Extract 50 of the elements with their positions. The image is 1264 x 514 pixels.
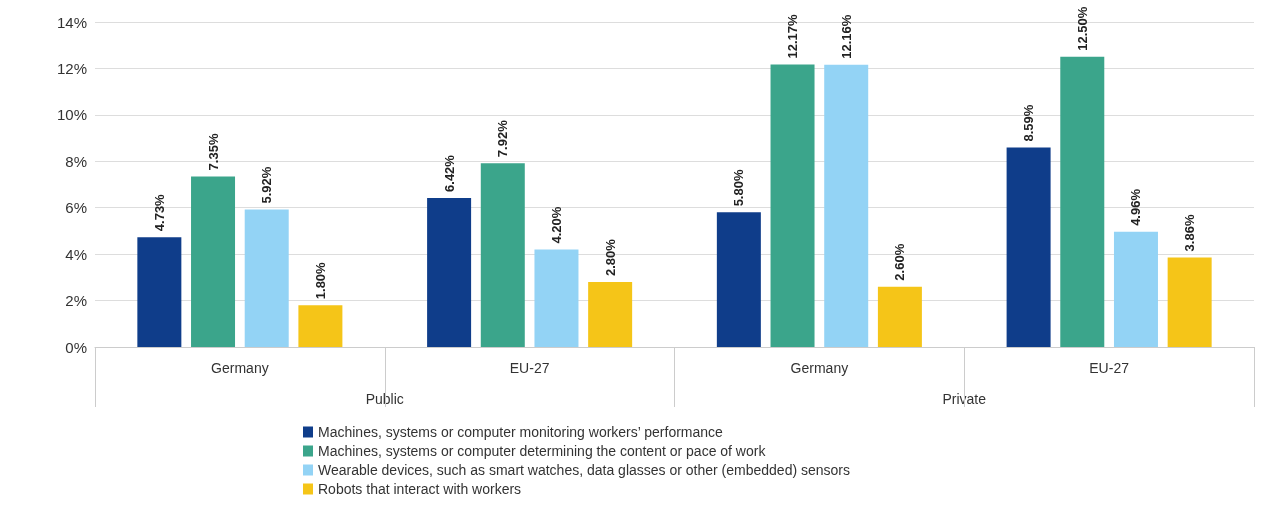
bar: [716, 212, 761, 347]
data-label: 4.73%: [151, 193, 167, 232]
x-tick-label: Germany: [211, 360, 269, 376]
y-tick-label: 2%: [65, 292, 87, 310]
x-tick-label: EU-27: [1089, 360, 1130, 376]
bar: [824, 64, 869, 347]
text: Private: [942, 391, 987, 407]
data-label: 12.50%: [1074, 6, 1090, 51]
data-label: 4.20%: [548, 206, 564, 244]
data-label: 4.96%: [1128, 188, 1144, 226]
data-label: 5.80%: [731, 169, 747, 207]
data-label: 8.59%: [1021, 104, 1037, 142]
data-label: 7.35%: [205, 133, 221, 171]
legend-label: Wearable devices, such as smart watches, data glasses or other (embedded) sensors: [318, 462, 850, 478]
bar: [244, 209, 289, 347]
x-tick-label: Germany: [790, 360, 849, 376]
bar: [1006, 147, 1051, 347]
y-tick-label: 10%: [56, 106, 87, 124]
data-label: 12.16%: [838, 14, 854, 59]
bar: [1167, 257, 1212, 347]
data-label: 6.42%: [441, 154, 457, 192]
y-tick-label: 4%: [65, 245, 87, 263]
y-tick-label: 14%: [56, 13, 87, 31]
y-tick-label: 0%: [65, 338, 87, 356]
bar: [588, 282, 633, 347]
y-tick-label: 8%: [65, 152, 87, 170]
bar: [191, 176, 236, 347]
data-label: 2.60%: [892, 243, 908, 281]
y-tick-label: 12%: [56, 59, 87, 77]
x-tick-label: EU-27: [509, 360, 550, 376]
text: Public: [365, 391, 404, 407]
bar: [137, 237, 182, 347]
data-label: 1.80%: [312, 261, 328, 300]
bar: [534, 249, 579, 347]
bar: [1113, 231, 1158, 347]
bar: [298, 305, 343, 347]
data-label: 2.80%: [602, 238, 618, 276]
legend-label: Robots that interact with workers: [318, 481, 522, 497]
bar: [770, 64, 815, 347]
bar: [877, 286, 922, 347]
bar: [1060, 56, 1105, 347]
data-label: 3.86%: [1182, 214, 1198, 252]
bar: [480, 163, 525, 347]
legend-label: Machines, systems or computer determining the content or pace of work: [318, 443, 767, 459]
bar: [427, 197, 472, 347]
data-label: 5.92%: [259, 166, 275, 204]
data-label: 7.92%: [495, 119, 511, 158]
data-label: 12.17%: [785, 13, 801, 59]
y-tick-label: 6%: [65, 199, 87, 217]
legend-label: Machines, systems or computer monitoring workers’ performance: [318, 424, 724, 440]
